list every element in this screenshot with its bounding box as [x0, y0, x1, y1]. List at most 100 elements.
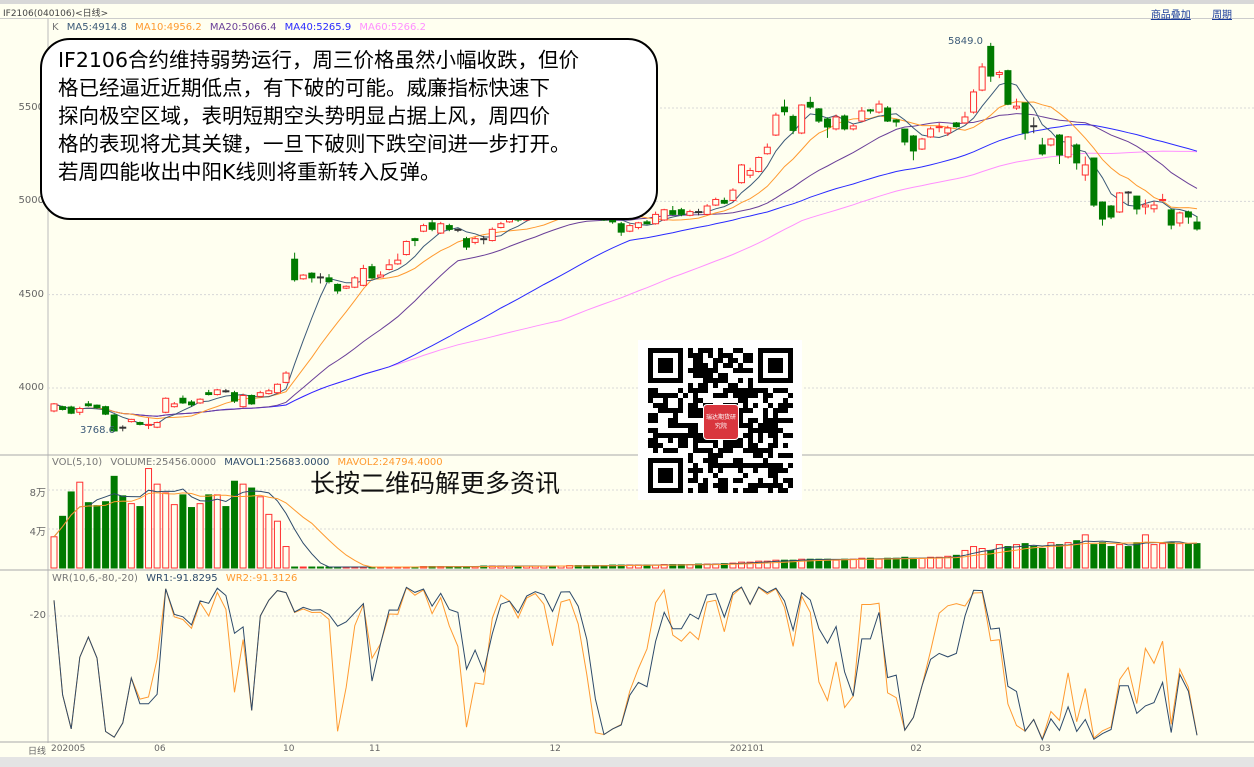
volume-bar [213, 494, 221, 569]
qr-module [683, 393, 688, 398]
qr-module [673, 378, 678, 383]
candle-down [695, 211, 703, 214]
volume-bar [806, 558, 814, 569]
volume-bar [1167, 542, 1175, 569]
qr-module [668, 393, 673, 398]
qr-module [678, 388, 683, 393]
qr-module [713, 473, 718, 478]
volume-bar [110, 475, 118, 569]
ma60-legend: MA60:5266.2 [359, 22, 426, 33]
qr-module [723, 393, 728, 398]
qr-module [713, 358, 718, 363]
qr-module [663, 468, 668, 473]
qr-module [783, 403, 788, 408]
qr-module [693, 463, 698, 468]
qr-module [678, 378, 683, 383]
qr-module [758, 478, 763, 483]
candle-up [239, 394, 247, 408]
candle-down [1021, 102, 1029, 134]
qr-module [678, 373, 683, 378]
qr-module [748, 463, 753, 468]
qr-module [783, 408, 788, 413]
candle-down [84, 403, 92, 407]
qr-module [663, 488, 668, 493]
qr-module [728, 358, 733, 363]
callout-line: 格已经逼近近期低点，有下破的可能。威廉指标快速下 [58, 76, 550, 100]
candle-up [299, 274, 307, 280]
candle-up [652, 213, 660, 225]
period-link[interactable]: 周期 [1212, 10, 1232, 21]
qr-module [693, 428, 698, 433]
overlay-products-link[interactable]: 商品叠加 [1150, 10, 1191, 21]
qr-module [663, 393, 668, 398]
qr-module [698, 408, 703, 413]
volume-bar [798, 558, 806, 569]
qr-module [703, 488, 708, 493]
date-axis: 日线 202005 06 10 11 12 202101 02 03 [0, 743, 1254, 757]
qr-module [713, 368, 718, 373]
qr-module [763, 418, 768, 423]
top-border [0, 0, 1254, 4]
qr-module [668, 433, 673, 438]
candle-down [334, 283, 342, 292]
candle-down [815, 108, 823, 122]
bottom-scrollbar[interactable] [0, 757, 1254, 767]
qr-module [788, 348, 793, 353]
qr-module [723, 373, 728, 378]
vol-tick-4: 4万 [29, 527, 46, 538]
qr-module [678, 363, 683, 368]
qr-module [783, 378, 788, 383]
qr-module [758, 363, 763, 368]
candle-up [488, 228, 496, 242]
qr-module [758, 358, 763, 363]
qr-module [738, 463, 743, 468]
qr-module [658, 458, 663, 463]
qr-module [648, 413, 653, 418]
qr-module [658, 378, 663, 383]
qr-module [708, 353, 713, 358]
wr-legend: WR(10,6,-80,-20) WR1:-91.8295 WR2:-91.31… [52, 573, 302, 584]
candle-up [153, 422, 161, 428]
qr-module [673, 413, 678, 418]
volume-bar [884, 557, 892, 569]
qr-module [758, 453, 763, 458]
qr-module [758, 388, 763, 393]
candle-up [1141, 204, 1149, 208]
qr-module [748, 383, 753, 388]
qr-module [733, 383, 738, 388]
qr-module [668, 358, 673, 363]
qr-module [663, 398, 668, 403]
qr-module [703, 368, 708, 373]
qr-module [773, 468, 778, 473]
qr-module [763, 388, 768, 393]
qr-module [758, 428, 763, 433]
qr-module [698, 368, 703, 373]
qr-module [778, 483, 783, 488]
candle-down [1124, 191, 1132, 194]
candle-up [420, 225, 428, 232]
qr-module [758, 433, 763, 438]
qr-module [748, 378, 753, 383]
title-bar [0, 4, 1254, 19]
qr-module [648, 463, 653, 468]
candle-down [308, 272, 316, 279]
volume-bar [67, 491, 75, 569]
qr-module [778, 388, 783, 393]
qr-module [698, 413, 703, 418]
qr-module [768, 468, 773, 473]
candle-down [291, 258, 299, 281]
qr-module [658, 468, 663, 473]
qr-module [743, 433, 748, 438]
qr-module [653, 428, 658, 433]
candle-up [686, 211, 694, 216]
qr-module [763, 458, 768, 463]
qr-logo-text: 瑞达期货研究院 [705, 414, 736, 430]
qr-module [698, 388, 703, 393]
qr-module [738, 458, 743, 463]
qr-module [753, 388, 758, 393]
qr-module [728, 353, 733, 358]
qr-module [718, 468, 723, 473]
candle-down [789, 115, 797, 131]
candle-up [935, 126, 943, 129]
